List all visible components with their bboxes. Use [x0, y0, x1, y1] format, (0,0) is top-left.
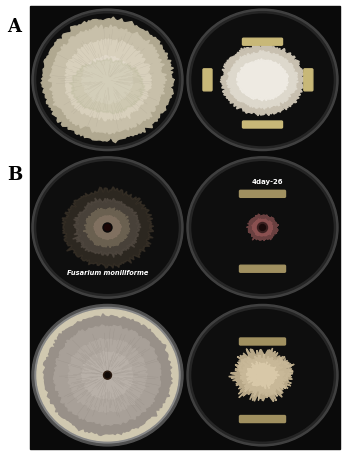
Text: A: A [7, 18, 21, 36]
FancyBboxPatch shape [239, 265, 285, 272]
Ellipse shape [37, 14, 178, 146]
Ellipse shape [32, 305, 183, 446]
Polygon shape [240, 354, 286, 400]
Polygon shape [68, 339, 147, 412]
Polygon shape [229, 348, 294, 401]
Ellipse shape [37, 162, 178, 293]
Ellipse shape [32, 157, 183, 298]
Ellipse shape [190, 307, 336, 444]
Ellipse shape [190, 159, 336, 296]
Polygon shape [268, 357, 293, 382]
Circle shape [103, 371, 111, 379]
Ellipse shape [187, 157, 338, 298]
Ellipse shape [187, 305, 338, 446]
FancyBboxPatch shape [243, 38, 282, 45]
Polygon shape [246, 361, 280, 389]
Circle shape [257, 222, 267, 232]
Polygon shape [65, 39, 152, 121]
Polygon shape [41, 17, 174, 143]
Polygon shape [83, 208, 130, 247]
Bar [30, 6, 340, 449]
FancyBboxPatch shape [243, 121, 282, 128]
Polygon shape [48, 25, 167, 134]
Ellipse shape [190, 12, 336, 148]
Ellipse shape [187, 9, 338, 151]
Polygon shape [237, 59, 289, 101]
FancyBboxPatch shape [239, 338, 285, 345]
Ellipse shape [35, 159, 181, 296]
Text: B: B [7, 166, 22, 184]
Circle shape [105, 373, 110, 378]
Ellipse shape [32, 9, 183, 151]
Polygon shape [238, 357, 257, 377]
Polygon shape [247, 214, 279, 241]
Polygon shape [69, 58, 145, 114]
Polygon shape [226, 50, 298, 109]
Polygon shape [93, 216, 121, 239]
FancyBboxPatch shape [203, 69, 212, 91]
Circle shape [103, 223, 112, 232]
Circle shape [260, 224, 265, 231]
Polygon shape [220, 44, 304, 116]
Polygon shape [62, 187, 154, 268]
FancyBboxPatch shape [239, 415, 285, 423]
Ellipse shape [192, 14, 333, 146]
Polygon shape [82, 55, 133, 104]
Ellipse shape [37, 310, 178, 441]
Polygon shape [43, 314, 172, 435]
Polygon shape [252, 219, 273, 236]
Ellipse shape [35, 12, 181, 148]
Ellipse shape [35, 307, 180, 443]
Polygon shape [73, 198, 141, 257]
Polygon shape [259, 378, 276, 396]
Polygon shape [81, 351, 133, 400]
Circle shape [104, 224, 110, 231]
Ellipse shape [192, 310, 333, 441]
Ellipse shape [192, 162, 333, 293]
FancyBboxPatch shape [304, 69, 313, 91]
FancyBboxPatch shape [239, 190, 285, 197]
Polygon shape [54, 325, 161, 426]
Text: 4day-26: 4day-26 [252, 179, 283, 185]
Text: Fusarium moniliforme: Fusarium moniliforme [67, 271, 148, 276]
